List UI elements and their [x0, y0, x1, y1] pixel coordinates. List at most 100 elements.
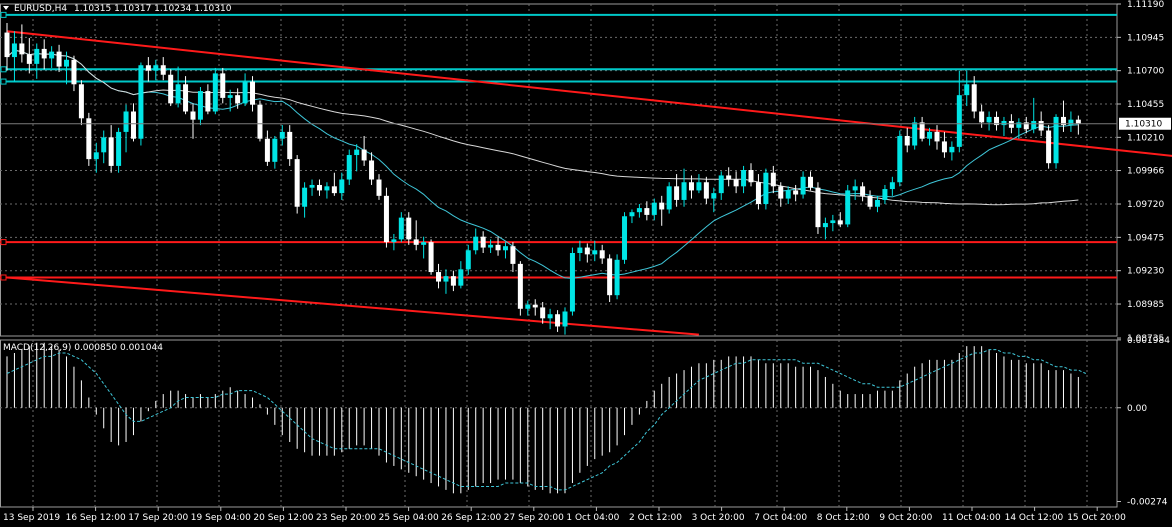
candle-body	[927, 131, 933, 139]
time-label: 25 Sep 04:00	[379, 513, 439, 523]
macd-tick-label: 0.001984	[1127, 336, 1170, 346]
candle-body	[659, 202, 665, 210]
candle-body	[614, 259, 620, 296]
candle-body	[316, 184, 322, 191]
candle-body	[235, 95, 241, 104]
candle-body	[153, 65, 159, 71]
candle-body	[681, 182, 687, 200]
candle-body	[815, 187, 821, 228]
time-label: 15 Oct 20:00	[1067, 513, 1126, 523]
macd-tick-label: 0.00	[1127, 404, 1147, 414]
candle-body	[1016, 122, 1022, 128]
candle-body	[629, 212, 635, 217]
candle-body	[904, 135, 910, 146]
candle-body	[1068, 119, 1074, 126]
candle-body	[1038, 121, 1044, 131]
candle-body	[41, 48, 47, 59]
candle-body	[205, 91, 211, 112]
candle-body	[919, 122, 925, 139]
candle-body	[696, 182, 702, 191]
candle-body	[755, 182, 761, 205]
candle-body	[830, 220, 836, 224]
time-label: 9 Oct 20:00	[879, 513, 932, 523]
candles	[4, 23, 1081, 335]
candle-body	[770, 172, 776, 187]
candle-body	[964, 84, 970, 96]
candle-body	[64, 59, 70, 67]
candle-body	[264, 138, 270, 162]
candle-body	[547, 314, 553, 319]
candle-body	[837, 220, 843, 225]
candle-body	[450, 276, 456, 286]
price-tick-label: 1.08985	[1127, 300, 1164, 310]
candle-body	[741, 170, 747, 187]
candle-body	[986, 116, 992, 123]
candle-body	[577, 247, 583, 253]
candle-body	[212, 73, 218, 112]
candle-body	[93, 152, 99, 160]
candle-body	[867, 195, 873, 207]
candle-body	[309, 184, 315, 188]
time-label: 1 Oct 04:00	[566, 513, 619, 523]
trend-line	[6, 30, 1172, 157]
candle-body	[599, 250, 605, 259]
candle-body	[354, 149, 360, 156]
candle-body	[138, 65, 144, 139]
current-price-label: 1.10310	[1125, 120, 1162, 130]
candle-body	[391, 239, 397, 243]
macd-panel	[6, 342, 1087, 494]
candle-body	[852, 186, 858, 191]
candle-body	[175, 84, 181, 104]
horizontal-levels[interactable]	[0, 11, 1117, 281]
candle-body	[584, 247, 590, 255]
time-label: 11 Oct 04:00	[942, 513, 1001, 523]
macd-signal-line	[6, 349, 1087, 491]
candle-body	[168, 74, 174, 104]
candle-body	[272, 138, 278, 162]
candle-body	[257, 104, 263, 139]
candle-body	[1001, 121, 1007, 126]
price-tick-label: 1.10700	[1127, 67, 1164, 77]
candle-body	[778, 186, 784, 199]
price-tick-label: 1.09230	[1127, 267, 1164, 277]
candle-body	[651, 202, 657, 215]
candle-body	[220, 73, 226, 98]
time-label: 23 Sep 20:00	[316, 513, 376, 523]
candle-body	[465, 250, 471, 270]
time-label: 19 Sep 04:00	[191, 513, 251, 523]
candle-body	[517, 263, 523, 309]
candle-body	[703, 182, 709, 199]
time-label: 16 Sep 12:00	[66, 513, 126, 523]
candle-body	[183, 84, 189, 112]
candle-body	[197, 91, 203, 120]
candle-body	[443, 276, 449, 282]
candle-body	[555, 314, 561, 327]
candle-body	[339, 179, 345, 194]
candle-body	[56, 51, 62, 67]
candle-body	[1060, 116, 1066, 126]
candle-body	[592, 250, 598, 255]
candle-body	[688, 182, 694, 191]
candle-body	[822, 223, 828, 228]
price-tick-label: 1.10210	[1127, 133, 1164, 143]
candle-body	[1046, 130, 1052, 164]
time-label: 17 Sep 20:00	[128, 513, 188, 523]
candle-body	[302, 187, 308, 207]
level-anchor	[0, 239, 7, 246]
candle-body	[49, 51, 55, 59]
candle-body	[78, 84, 84, 119]
time-label: 3 Oct 20:00	[692, 513, 745, 523]
candle-body	[644, 208, 650, 215]
candle-body	[116, 131, 122, 166]
candle-body	[979, 111, 985, 123]
candle-body	[331, 186, 337, 194]
candle-body	[510, 246, 516, 264]
price-tick-label: 1.10945	[1127, 33, 1164, 43]
price-tick-label: 1.08735	[1127, 334, 1164, 344]
candle-body	[34, 48, 40, 64]
trend-lines[interactable]	[6, 30, 1172, 336]
candle-body	[949, 146, 955, 153]
candle-body	[607, 258, 613, 296]
dropdown-triangle-icon[interactable]	[3, 6, 9, 10]
